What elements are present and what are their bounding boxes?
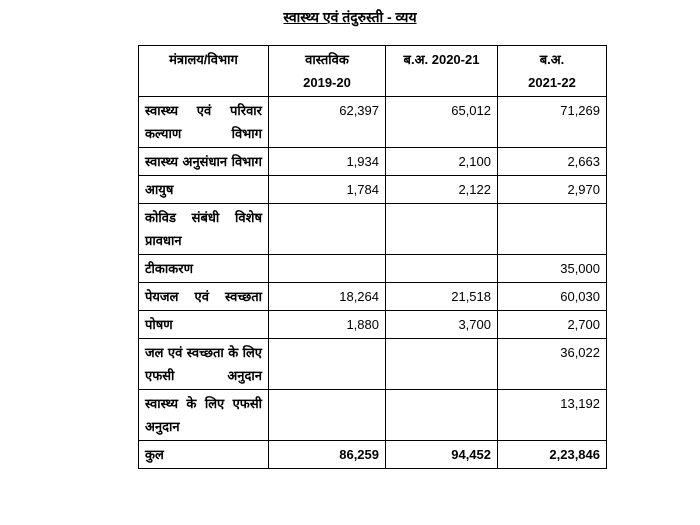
cell: 21,518 <box>385 282 498 311</box>
cell: 71,269 <box>497 96 607 148</box>
row-label: स्वास्थ्य अनुसंधान विभाग <box>138 147 269 176</box>
cell <box>268 254 386 283</box>
header-cell: ब.अ. 2020-21 <box>385 45 498 97</box>
cell: 62,397 <box>268 96 386 148</box>
cell: 36,022 <box>497 338 607 390</box>
cell: 2,100 <box>385 147 498 176</box>
cell <box>497 203 607 255</box>
table-row: कोविड संबंधी विशेष प्रावधान <box>138 203 607 255</box>
cell: 18,264 <box>268 282 386 311</box>
cell <box>385 203 498 255</box>
table-row: जल एवं स्वच्छता के लिए एफसी अनुदान 36,022 <box>138 338 607 390</box>
header-text: वास्तविक <box>305 52 349 67</box>
table-row: पोषण 1,880 3,700 2,700 <box>138 310 607 339</box>
cell: 1,934 <box>268 147 386 176</box>
cell: 2,23,846 <box>497 440 607 469</box>
header-row: मंत्रालय/विभाग वास्तविक 2019-20 ब.अ. 2020-2… <box>138 45 607 97</box>
row-label: पोषण <box>138 310 269 339</box>
cell: 2,122 <box>385 175 498 204</box>
cell <box>385 254 498 283</box>
header-cell: ब.अ. 2021-22 <box>497 45 607 97</box>
cell: 60,030 <box>497 282 607 311</box>
cell: 3,700 <box>385 310 498 339</box>
table-row: स्वास्थ्य अनुसंधान विभाग 1,934 2,100 2,663 <box>138 147 607 176</box>
header-text: ब.अ. <box>539 52 565 67</box>
cell: 1,784 <box>268 175 386 204</box>
table-row: स्वास्थ्य एवं परिवार कल्याण विभाग 62,397 6… <box>138 96 607 148</box>
row-label: पेयजल एवं स्वच्छता <box>138 282 269 311</box>
table-row: कुल 86,259 94,452 2,23,846 <box>138 440 607 469</box>
cell <box>385 338 498 390</box>
header-text: 2021-22 <box>528 75 576 90</box>
table-body: स्वास्थ्य एवं परिवार कल्याण विभाग 62,397 6… <box>138 96 607 469</box>
row-label: टीकाकरण <box>138 254 269 283</box>
cell: 65,012 <box>385 96 498 148</box>
row-label: स्वास्थ्य एवं परिवार कल्याण विभाग <box>138 96 269 148</box>
row-label: स्वास्थ्य के लिए एफसी अनुदान <box>138 389 269 441</box>
table-row: पेयजल एवं स्वच्छता 18,264 21,518 60,030 <box>138 282 607 311</box>
cell: 94,452 <box>385 440 498 469</box>
row-label: कुल <box>138 440 269 469</box>
header-text: ब.अ. 2020-21 <box>403 52 480 67</box>
header-cell: मंत्रालय/विभाग <box>138 45 269 97</box>
table-row: स्वास्थ्य के लिए एफसी अनुदान 13,192 <box>138 389 607 441</box>
title: स्वास्थ्य एवं तंदुरुस्ती - व्यय <box>283 9 417 25</box>
cell: 35,000 <box>497 254 607 283</box>
cell: 2,700 <box>497 310 607 339</box>
table-row: आयुष 1,784 2,122 2,970 <box>138 175 607 204</box>
cell <box>385 389 498 441</box>
cell: 13,192 <box>497 389 607 441</box>
header-text: मंत्रालय/विभाग <box>169 52 238 67</box>
table: मंत्रालय/विभाग वास्तविक 2019-20 ब.अ. 2020-2… <box>138 45 607 469</box>
table-row: टीकाकरण 35,000 <box>138 254 607 283</box>
cell: 1,880 <box>268 310 386 339</box>
row-label: जल एवं स्वच्छता के लिए एफसी अनुदान <box>138 338 269 390</box>
cell <box>268 338 386 390</box>
header-text: 2019-20 <box>303 75 351 90</box>
cell <box>268 203 386 255</box>
header-cell: वास्तविक 2019-20 <box>268 45 386 97</box>
cell: 86,259 <box>268 440 386 469</box>
row-label: कोविड संबंधी विशेष प्रावधान <box>138 203 269 255</box>
cell: 2,970 <box>497 175 607 204</box>
cell: 2,663 <box>497 147 607 176</box>
cell <box>268 389 386 441</box>
row-label: आयुष <box>138 175 269 204</box>
